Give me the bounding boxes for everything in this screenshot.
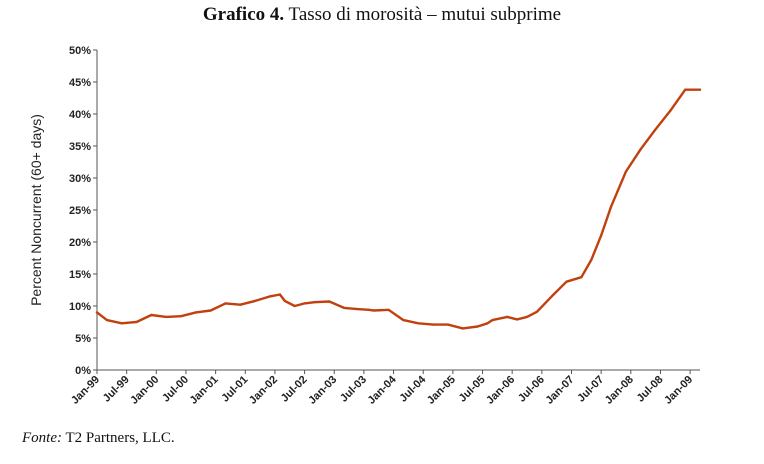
data-point [580, 276, 583, 279]
data-point [328, 300, 331, 303]
source-text: T2 Partners, LLC. [61, 430, 175, 446]
source-label: Fonte: [22, 430, 62, 446]
x-tick-label: Jul-08 [635, 374, 666, 405]
data-point [535, 310, 539, 313]
y-tick-label: 15% [69, 269, 91, 281]
chart-title-lead: Grafico 4. [202, 4, 285, 25]
y-tick-label: 20% [69, 237, 91, 249]
chart-title-rest: Tasso di morosità – mutui subprime [284, 4, 562, 25]
data-point [343, 306, 346, 309]
x-tick-label: Jan-04 [366, 373, 400, 407]
data-point [165, 315, 168, 318]
y-tick-label: 5% [75, 333, 91, 345]
y-tick-label: 25% [69, 205, 91, 217]
y-tick-label: 40% [69, 109, 91, 121]
data-point [135, 320, 138, 324]
data-point [278, 293, 281, 296]
x-tick-label: Jan-00 [128, 374, 161, 407]
data-point [600, 234, 603, 237]
data-point [698, 88, 702, 91]
series-line [95, 88, 702, 330]
data-point [95, 311, 99, 314]
chart-title: Grafico 4. Tasso di morosità – mutui sub… [0, 4, 764, 26]
data-point [120, 322, 123, 325]
x-tick-label: Jan-08 [603, 374, 636, 407]
data-point [550, 295, 553, 298]
data-point [224, 302, 227, 305]
x-tick-label: Jul-01 [219, 374, 250, 405]
data-point [293, 304, 296, 308]
x-tick-label: Jul-03 [338, 374, 369, 405]
x-tick-label: Jan-06 [484, 374, 517, 407]
data-point [476, 325, 479, 328]
data-point [303, 302, 306, 305]
data-point [357, 308, 361, 311]
y-tick-label: 30% [69, 173, 91, 185]
data-point [194, 311, 197, 314]
x-tick-label: Jul-05 [457, 374, 488, 405]
data-point [367, 308, 370, 311]
data-point [372, 309, 375, 312]
line-chart: 0%5%10%15%20%25%30%35%40%45%50%Jan-99Jul… [28, 45, 702, 407]
x-tick-label: Jul-06 [516, 374, 547, 405]
data-point [268, 295, 272, 298]
data-point [446, 323, 449, 326]
x-tick-label: Jul-99 [101, 374, 132, 405]
x-tick-label: Jul-02 [279, 374, 310, 405]
x-tick-label: Jan-02 [247, 374, 280, 407]
data-point [105, 319, 108, 322]
data-point [209, 309, 212, 312]
data-point [506, 315, 509, 318]
y-tick-label: 0% [75, 365, 91, 377]
data-point [491, 319, 494, 322]
x-tick-label: Jan-01 [188, 374, 221, 407]
data-point [461, 327, 464, 330]
y-tick-label: 50% [69, 45, 91, 57]
data-point [654, 128, 657, 131]
data-point [283, 299, 286, 302]
data-point [402, 319, 405, 322]
data-point [417, 322, 420, 325]
data-point [609, 205, 613, 208]
source-note: Fonte: T2 Partners, LLC. [22, 430, 175, 447]
x-tick-label: Jan-05 [425, 374, 458, 407]
data-point [624, 170, 628, 173]
data-point [669, 109, 672, 112]
x-tick-label: Jan-99 [69, 374, 102, 407]
x-tick-label: Jan-03 [306, 374, 339, 407]
data-point [516, 318, 519, 321]
data-point [525, 315, 529, 318]
y-tick-label: 45% [69, 77, 91, 89]
data-point [239, 303, 242, 306]
x-tick-label: Jan-09 [662, 374, 695, 407]
data-point [684, 88, 687, 91]
data-point [254, 299, 257, 302]
data-point [486, 322, 489, 325]
data-point [639, 148, 642, 151]
data-point [432, 323, 435, 326]
data-point [387, 308, 390, 311]
data-point [565, 280, 568, 283]
y-tick-label: 10% [69, 301, 91, 313]
y-tick-label: 35% [69, 141, 91, 153]
y-axis-title: Percent Noncurrent (60+ days) [28, 114, 44, 306]
x-tick-label: Jul-04 [397, 373, 429, 405]
x-tick-label: Jul-00 [160, 374, 191, 405]
x-tick-label: Jul-07 [575, 374, 606, 405]
data-point [313, 301, 316, 304]
data-point [150, 313, 153, 317]
data-point [179, 315, 183, 318]
x-tick-label: Jan-07 [543, 374, 576, 407]
data-point [590, 258, 593, 261]
